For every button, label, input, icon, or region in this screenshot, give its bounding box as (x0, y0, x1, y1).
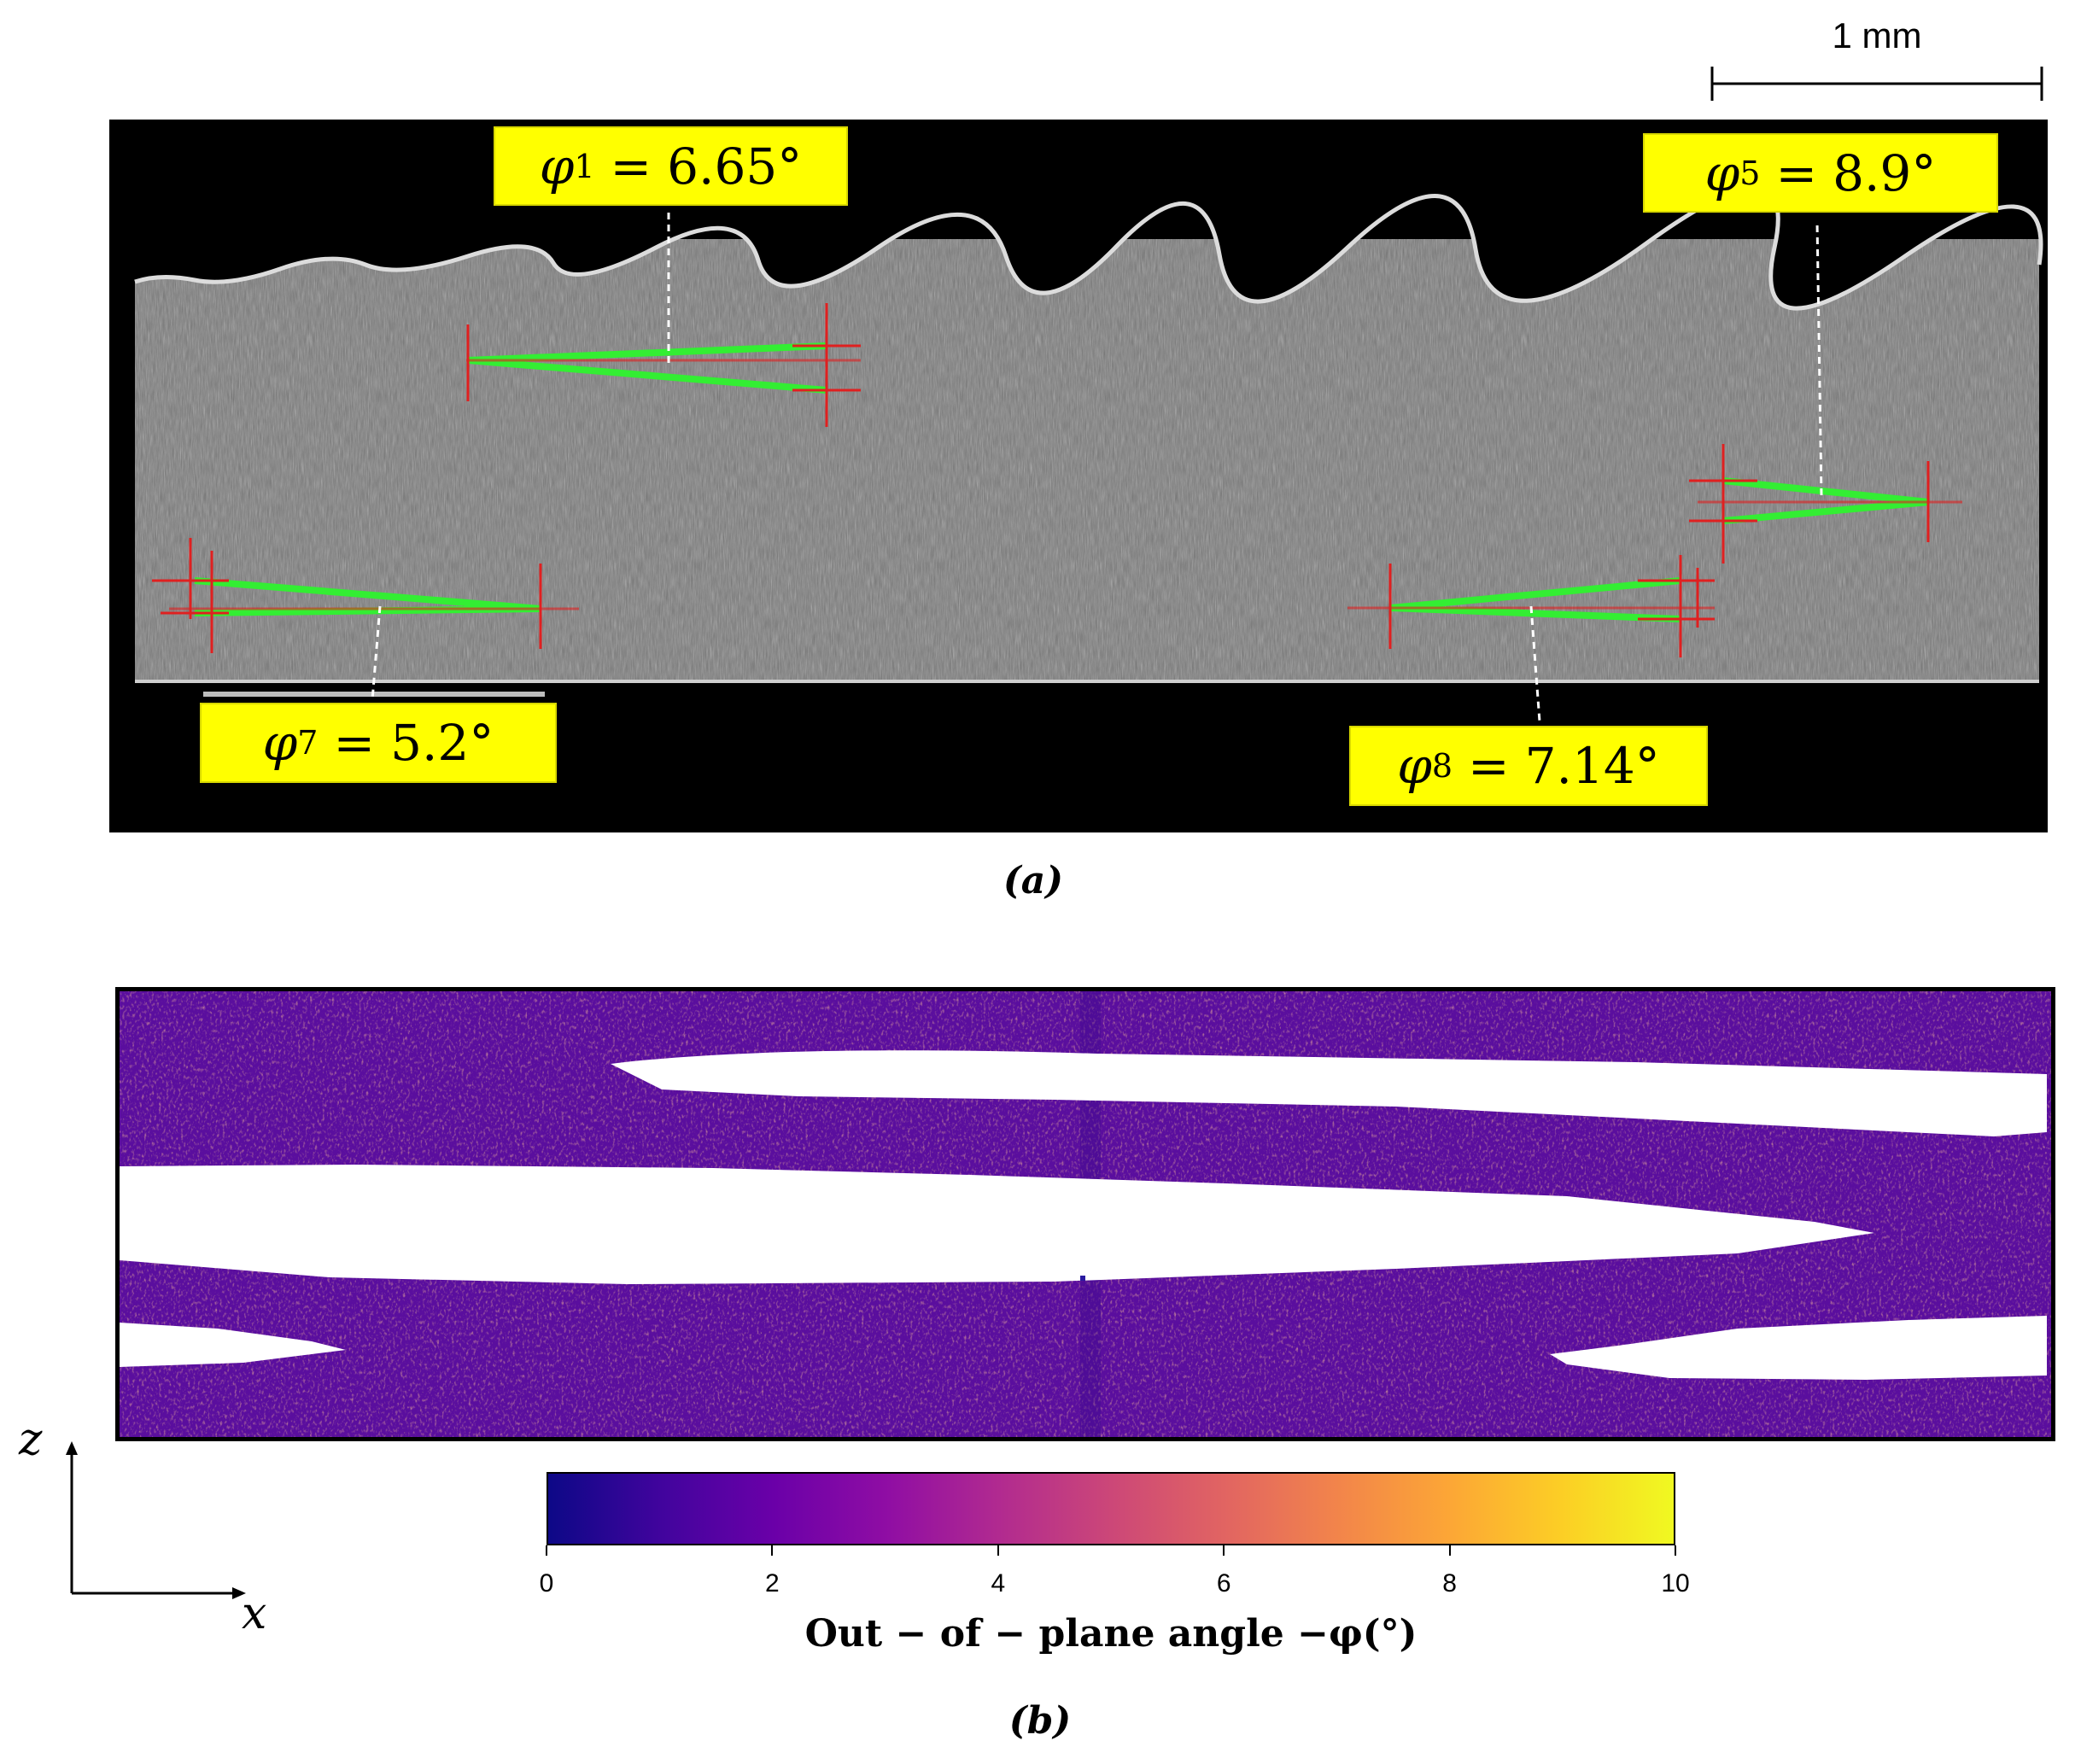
angle-measure-5 (1689, 221, 1962, 564)
phi-symbol: φ (539, 137, 575, 196)
scale-bar-label: 1 mm (1832, 15, 1922, 55)
angle-callout-phi8: φ 8 = 7.14° (1349, 726, 1708, 806)
phi-symbol: φ (1704, 143, 1740, 202)
out-of-plane-angle-map (115, 987, 2055, 1441)
colorbar-tick-label: 6 (1216, 1569, 1231, 1598)
colorbar-tick-mark (1223, 1545, 1225, 1556)
colorbar (547, 1472, 1675, 1545)
angle-callout-phi7: φ 7 = 5.2° (200, 703, 557, 783)
colorbar-title: Out − of − plane angle −φ(°) (804, 1612, 1418, 1656)
colorbar-tick-mark (771, 1545, 774, 1556)
angle-value: 6.65° (667, 137, 803, 196)
phi-subscript: 8 (1431, 747, 1453, 785)
colorbar-tick-label: 8 (1442, 1569, 1457, 1598)
angle-measure-7 (152, 538, 579, 701)
scale-bar (1710, 67, 2043, 101)
phi-symbol: φ (1397, 737, 1432, 795)
colorbar-tick-mark (1448, 1545, 1451, 1556)
colorbar-tick-mark (1675, 1545, 1676, 1556)
phi-subscript: 7 (297, 724, 319, 762)
phi-subscript: 5 (1739, 154, 1761, 192)
axis-indicator (66, 1441, 246, 1599)
colorbar-tick-label: 4 (991, 1569, 1006, 1598)
angle-measure-8 (1347, 555, 1715, 722)
panel-b-label: (b) (1008, 1699, 1072, 1743)
colorbar-tick-mark (997, 1545, 999, 1556)
colorbar-tick-mark (546, 1545, 547, 1556)
angle-callout-phi5: φ 5 = 8.9° (1643, 133, 1998, 213)
colorbar-tick-label: 0 (539, 1569, 554, 1598)
colorbar-tick-label: 2 (765, 1569, 780, 1598)
angle-value: 5.2° (390, 714, 494, 772)
z-axis-label: z (19, 1414, 43, 1465)
phi-subscript: 1 (574, 147, 595, 185)
colorbar-tick-label: 10 (1661, 1569, 1690, 1598)
angle-measure-1 (466, 209, 861, 427)
angle-callout-phi1: φ 1 = 6.65° (494, 126, 848, 206)
panel-a-label: (a) (1003, 859, 1064, 902)
x-axis-label: x (242, 1588, 267, 1639)
angle-value: 8.9° (1833, 143, 1937, 202)
ct-micrograph (109, 120, 2048, 832)
phi-symbol: φ (262, 714, 298, 772)
angle-value: 7.14° (1524, 737, 1660, 795)
